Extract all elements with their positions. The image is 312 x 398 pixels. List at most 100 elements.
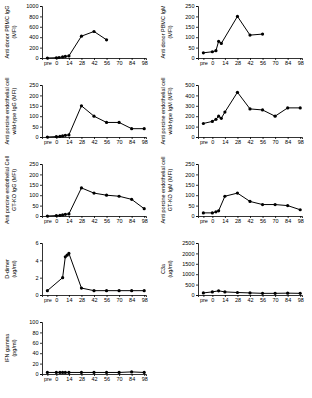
data-point [299,208,302,211]
data-point [211,211,214,214]
y-tick-label: 200 [185,172,194,178]
data-point [105,121,108,124]
y-tick-mark [40,243,42,244]
x-tick: 56 [104,137,110,145]
x-tick: 70 [117,58,123,66]
y-tick-label: 0 [191,134,194,140]
x-tick-label: pre [44,139,52,145]
x-tick: 70 [117,216,123,224]
y-tick-label: 100 [29,192,38,198]
y-axis-line [40,323,43,375]
figure: pre01428425670849802004006008001000Anti … [0,0,312,398]
y-tick-label: 150 [29,182,38,188]
y-tick-mark [196,185,198,186]
data-point [211,120,214,123]
data-point [92,30,95,33]
x-tick-label: 98 [142,376,148,382]
y-tick-label: 80 [32,330,38,336]
x-tick: 14 [66,374,72,382]
y-tick: 200 [185,14,198,20]
y-tick-mark [40,195,42,196]
y-axis-title: Anti donor PBMC IgG [4,6,10,59]
y-tick-mark [40,206,42,207]
y-tick: 300 [185,103,198,109]
x-axis: pre014284256708498 [199,216,304,224]
y-tick: 250 [29,161,42,167]
y-tick-label: 200 [185,113,194,119]
panel: pre014284256708498020406080100IFN gamma(… [4,319,148,382]
data-point [46,135,49,138]
y-tick-mark [196,16,198,17]
data-point [248,107,251,110]
x-axis: pre014284256708498 [199,295,304,303]
x-tick: 56 [260,295,266,303]
y-tick-mark [196,116,198,117]
y-axis: 05001000150020002500 [182,240,198,298]
x-tick: 56 [104,58,110,66]
x-tick-label: 98 [142,218,148,224]
y-tick-label: 400 [185,93,194,99]
y-tick-mark [40,260,42,261]
x-axis: pre014284256708498 [199,58,304,66]
x-tick: 0 [211,295,214,303]
x-tick: 14 [66,295,72,303]
series-line [47,188,144,216]
data-point [220,117,223,120]
y-tick-label: 1000 [26,3,38,9]
x-tick-label: 98 [298,60,304,66]
data-point [130,198,133,201]
plot-area [202,91,302,125]
x-tick-label: 70 [273,139,279,145]
y-tick-mark [196,206,198,207]
x-tick-label: 98 [142,60,148,66]
y-tick: 0 [191,213,198,219]
y-tick-mark [40,332,42,333]
x-tick: 84 [285,137,291,145]
x-tick-label: 84 [129,297,135,303]
x-tick: 0 [55,216,58,224]
x-tick-label: 42 [247,218,253,224]
data-point [143,127,146,130]
y-axis-title: Anti porcine endothelial cell [160,157,166,224]
y-tick: 0 [35,371,42,377]
x-tick: 84 [285,58,291,66]
x-tick-label: 84 [285,139,291,145]
data-point [223,195,226,198]
x-tick: 14 [222,295,228,303]
y-tick: 600 [29,24,42,30]
y-axis-line [196,244,199,296]
y-tick: 0 [35,55,42,61]
x-tick: 14 [66,58,72,66]
y-tick-mark [196,243,198,244]
x-axis: pre014284256708498 [43,374,148,382]
y-tick-mark [196,58,198,59]
data-point [80,371,83,374]
y-tick-mark [40,6,42,7]
y-tick-mark [196,106,198,107]
y-tick: 500 [185,82,198,88]
data-point [80,35,83,38]
x-axis: pre014284256708498 [43,216,148,224]
data-point [130,127,133,130]
data-point [55,214,58,217]
data-point [118,289,121,292]
y-axis-title: wild-type IgG (MFI) [11,87,17,135]
data-point [217,115,220,118]
data-point [64,55,67,58]
data-point [299,292,302,295]
y-tick: 0 [191,134,198,140]
y-axis: 02004006008001000 [26,3,42,61]
x-tick: 14 [66,216,72,224]
x-tick-label: 14 [66,297,72,303]
data-point [55,135,58,138]
x-tick: 84 [129,58,135,66]
y-tick-label: 4 [35,258,38,264]
x-tick-label: 42 [91,297,97,303]
x-tick-label: 56 [104,297,110,303]
data-point [61,55,64,58]
y-tick-label: 50 [32,203,38,209]
x-tick: 56 [260,137,266,145]
y-tick-label: 250 [185,3,194,9]
x-axis: pre014284256708498 [43,295,148,303]
y-axis: 0100200300400500 [185,82,198,140]
